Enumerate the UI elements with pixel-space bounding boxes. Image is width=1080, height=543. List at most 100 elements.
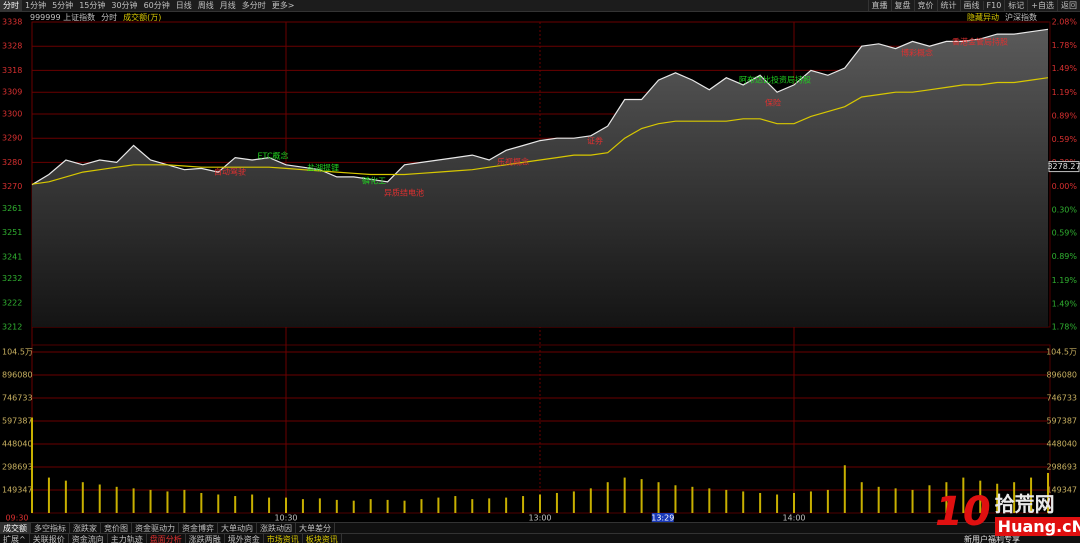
x-tick-label: 14:00 — [782, 514, 805, 523]
volume-bar — [386, 499, 389, 513]
volume-bar — [793, 492, 795, 513]
indicator-tab[interactable]: 资金驱动力 — [132, 522, 179, 534]
watermark-name: 拾荒网 — [994, 492, 1055, 516]
indicator-tab[interactable]: 涨跌动因 — [257, 522, 296, 534]
bottom-link[interactable]: 关联报价 — [30, 533, 69, 543]
toolbar: 分时 1分钟 5分钟 15分钟 30分钟 60分钟 日线 周线 月线 多分时 更多> 直播 复盘 竞价统… — [0, 0, 1080, 12]
y2-tick-label: 149347 — [1046, 486, 1077, 495]
period-tab[interactable]: 30分钟 — [111, 1, 138, 10]
indicator-tab[interactable]: 竞价图 — [101, 522, 132, 534]
bottom-link[interactable]: 境外资金 — [225, 533, 264, 543]
volume-bar — [539, 494, 541, 513]
bottom-bar: 扩展^ 关联报价 资金流向 主力轨迹 盘面分析 涨跌两融 境外资金 市场资讯 板块资讯 新用户福… — [0, 533, 1080, 543]
period-tab[interactable]: 60分钟 — [143, 1, 170, 10]
y2-tick-label: 0.59% — [1052, 135, 1078, 144]
volume-bar — [911, 489, 914, 513]
volume-bar — [505, 497, 508, 513]
y-tick-label: 597387 — [2, 417, 33, 426]
header-toggle[interactable]: 隐藏异动 — [967, 12, 999, 22]
y-tick-label: 3212 — [2, 323, 22, 332]
y2-tick-label: 1.19% — [1052, 88, 1078, 97]
bottom-links: 扩展^ 关联报价 资金流向 主力轨迹 盘面分析 涨跌两融 境外资金 市场资讯 板块资讯 — [0, 533, 342, 543]
volume-bar — [759, 492, 762, 513]
period-tab[interactable]: 更多> — [271, 1, 295, 10]
watermark-text: 拾荒网 Huang.cN — [994, 488, 1080, 536]
period-tab[interactable]: 5分钟 — [52, 1, 74, 10]
volume-bar — [149, 489, 152, 513]
tool-button[interactable]: 竞价 — [913, 0, 937, 11]
volume-bar — [1047, 472, 1049, 513]
volume-bar — [285, 497, 287, 513]
volume-bar — [454, 496, 457, 513]
volume-bar — [894, 488, 897, 513]
tool-button[interactable]: 复盘 — [890, 0, 914, 11]
bottom-link[interactable]: 市场资讯 — [264, 533, 303, 543]
bottom-link[interactable]: 板块资讯 — [303, 533, 342, 543]
y-tick-label: 3300 — [2, 109, 22, 118]
y-tick-label: 448040 — [2, 440, 33, 449]
tool-buttons: 直播 复盘 竞价 统计 画线 F10 标记 +自选 返回 — [867, 0, 1080, 11]
period-tab[interactable]: 分时 — [0, 0, 22, 11]
period-tab[interactable]: 月线 — [219, 1, 236, 10]
period-tab[interactable]: 1分钟 — [25, 1, 47, 10]
volume-bar — [31, 417, 33, 513]
period-tab[interactable]: 日线 — [175, 1, 192, 10]
y-tick-label: 3280 — [2, 158, 22, 167]
indicator-tab[interactable]: 大单动向 — [218, 522, 257, 534]
y-tick-label: 3309 — [2, 88, 22, 97]
tool-button[interactable]: +自选 — [1027, 0, 1057, 11]
volume-bar — [657, 482, 660, 513]
y-tick-label: 3222 — [2, 298, 22, 307]
volume-bar — [301, 499, 304, 513]
tool-button[interactable]: 统计 — [936, 0, 960, 11]
y2-tick-label: 0.89% — [1052, 112, 1078, 121]
tool-button[interactable]: 标记 — [1004, 0, 1027, 11]
volume-bar — [352, 500, 355, 513]
indicator-tab[interactable]: 成交额 — [0, 522, 31, 534]
cursor-box — [651, 513, 674, 522]
tool-button[interactable]: F10 — [982, 1, 1005, 10]
bottom-link[interactable]: 涨跌两融 — [186, 533, 225, 543]
bottom-link[interactable]: 扩展^ — [0, 533, 30, 543]
volume-bar — [488, 498, 491, 513]
annotation: 香港金管局持股 — [952, 37, 1008, 47]
annotation: 异质结电池 — [384, 188, 424, 198]
indicator-tab[interactable]: 资金博弈 — [179, 522, 218, 534]
tool-button[interactable]: 直播 — [867, 0, 891, 11]
indicator-tab[interactable]: 大单差分 — [296, 522, 335, 534]
last-price-label: 3278.27 — [1047, 162, 1080, 171]
volume-bar — [555, 492, 558, 513]
view-name: 分时 — [101, 12, 118, 22]
tool-button[interactable]: 画线 — [959, 0, 983, 11]
period-tab[interactable]: 周线 — [197, 1, 214, 10]
volume-bar — [369, 499, 372, 513]
tool-button[interactable]: 返回 — [1057, 0, 1080, 11]
volume-bar — [234, 496, 237, 513]
y-tick-label: 896080 — [2, 371, 33, 380]
x-tick-label: 09:30 — [5, 514, 28, 523]
indicator-tab[interactable]: 多空指标 — [31, 522, 70, 534]
volume-bar — [708, 488, 711, 513]
period-tab[interactable]: 多分时 — [241, 1, 266, 10]
volume-bar — [47, 477, 50, 513]
y2-tick-label: 0.00% — [1052, 182, 1078, 191]
bottom-link[interactable]: 主力轨迹 — [108, 533, 147, 543]
watermark-site: Huang.cN — [994, 517, 1080, 536]
volume-bar — [251, 494, 254, 513]
indicator-tab[interactable]: 涨跌家 — [70, 522, 101, 534]
bottom-link[interactable]: 资金流向 — [69, 533, 108, 543]
volume-bar — [98, 484, 101, 513]
y-tick-label: 3232 — [2, 274, 22, 283]
header-left: 999999 上证指数 分时 成交额(万) — [0, 12, 164, 23]
volume-bar — [928, 485, 931, 513]
y-tick-label: 3290 — [2, 134, 22, 143]
volume-bar — [437, 497, 440, 513]
volume-bar — [725, 489, 728, 513]
header-toggle[interactable]: 沪深指数 — [1005, 12, 1037, 22]
volume-bar — [183, 489, 186, 513]
y2-tick-label: 1.78% — [1052, 323, 1078, 332]
bottom-link[interactable]: 盘面分析 — [147, 533, 186, 543]
period-tab[interactable]: 15分钟 — [79, 1, 106, 10]
